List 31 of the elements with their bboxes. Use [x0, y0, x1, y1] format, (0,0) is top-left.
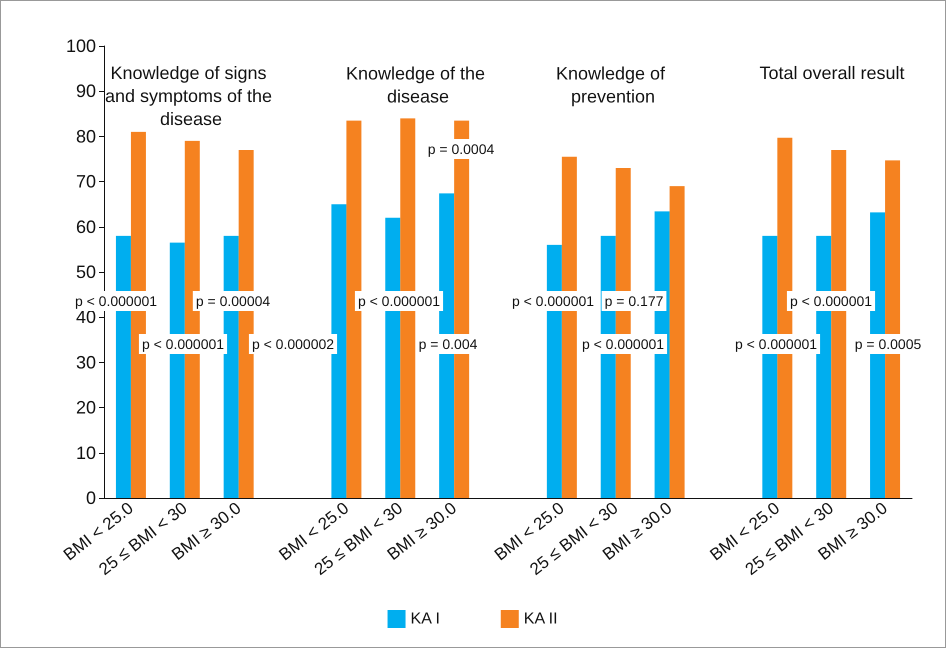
annotation: p < 0.000001 — [74, 293, 158, 309]
annotation: Knowledge of prevention — [556, 64, 670, 106]
y-tick-label: 40 — [76, 307, 96, 328]
y-tick-label: 30 — [76, 352, 96, 372]
annotation: p = 0.0004 — [428, 141, 494, 157]
annotation: p < 0.000001 — [512, 293, 594, 309]
annotation: p = 0.0005 — [854, 336, 922, 352]
annotation: p = 0.00004 — [196, 293, 270, 309]
annotation: Knowledge of the disease — [346, 64, 490, 106]
annotation: p < 0.000001 — [582, 336, 664, 352]
annotation: p = 0.177 — [604, 293, 664, 309]
annotation: p < 0.000001 — [142, 336, 224, 352]
annotation: Knowledge of signs and symptoms of the disease — [104, 63, 278, 129]
annotation: p < 0.000002 — [252, 336, 334, 352]
y-tick-label: 70 — [76, 172, 96, 192]
annotation: p < 0.000001 — [734, 336, 818, 352]
y-tick-label: 20 — [76, 398, 96, 418]
legend-label: KA II — [524, 610, 558, 628]
y-tick-label: 60 — [76, 216, 96, 237]
y-tick-label: 50 — [76, 262, 96, 282]
y-tick-label: 80 — [76, 126, 96, 146]
annotation: Total overall result — [759, 63, 905, 83]
y-tick-label: 0 — [86, 488, 96, 508]
y-tick-label: 90 — [76, 81, 96, 102]
y-tick-label: 10 — [76, 442, 96, 463]
y-tick-label: 100 — [66, 36, 96, 56]
legend-label: KA I — [410, 610, 440, 628]
annotation: p = 0.004 — [418, 336, 478, 352]
annotation: p < 0.000001 — [790, 293, 872, 309]
annotation: p < 0.000001 — [358, 293, 440, 309]
bar — [670, 186, 685, 498]
